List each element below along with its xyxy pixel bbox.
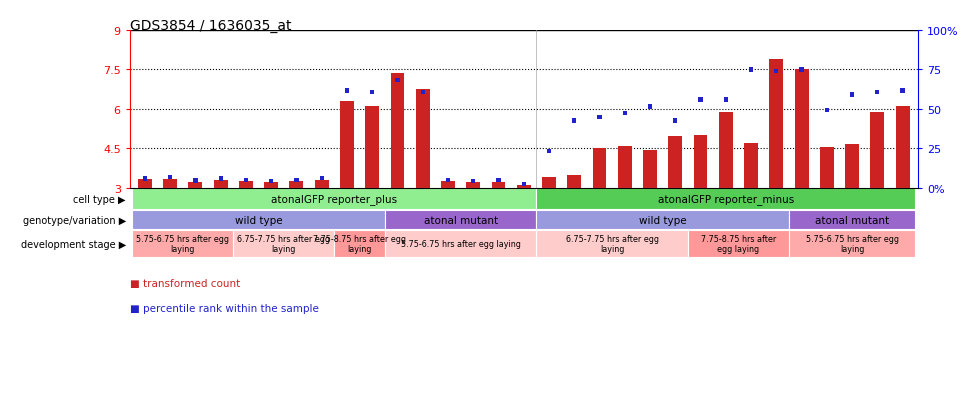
Bar — [699, 98, 702, 103]
Bar — [334, 231, 384, 258]
Bar — [289, 182, 304, 188]
Bar — [239, 182, 253, 188]
Bar — [536, 231, 688, 258]
Bar — [567, 175, 581, 188]
Bar — [775, 69, 778, 74]
Bar — [688, 231, 789, 258]
Bar — [213, 180, 228, 188]
Bar — [536, 189, 915, 210]
Text: 7.75-8.75 hrs after egg
laying: 7.75-8.75 hrs after egg laying — [313, 235, 407, 254]
Bar — [770, 60, 783, 188]
Bar — [269, 180, 273, 184]
Text: wild type: wild type — [639, 215, 686, 225]
Bar — [133, 211, 384, 230]
Bar — [491, 183, 505, 188]
Bar — [138, 180, 152, 188]
Bar — [168, 176, 172, 180]
Bar — [789, 231, 915, 258]
Bar — [471, 180, 476, 184]
Bar — [618, 146, 631, 188]
Text: cell type ▶: cell type ▶ — [73, 194, 126, 204]
Bar — [466, 183, 480, 188]
Text: genotype/variation ▶: genotype/variation ▶ — [22, 215, 126, 225]
Bar — [648, 105, 653, 109]
Text: atonal mutant: atonal mutant — [424, 215, 498, 225]
Text: wild type: wild type — [234, 215, 283, 225]
Bar — [694, 136, 707, 188]
Text: 5.75-6.75 hrs after egg
laying: 5.75-6.75 hrs after egg laying — [805, 235, 899, 254]
Bar — [517, 186, 530, 188]
Bar — [143, 177, 147, 181]
Bar — [234, 231, 334, 258]
Bar — [724, 98, 727, 103]
Bar — [294, 178, 299, 183]
Bar — [825, 109, 829, 113]
Text: 5.75-6.75 hrs after egg laying: 5.75-6.75 hrs after egg laying — [401, 240, 521, 249]
Text: atonal mutant: atonal mutant — [815, 215, 889, 225]
Bar — [643, 150, 657, 188]
Text: 7.75-8.75 hrs after
egg laying: 7.75-8.75 hrs after egg laying — [701, 235, 776, 254]
Bar — [264, 183, 278, 188]
Text: 6.75-7.75 hrs after egg
laying: 6.75-7.75 hrs after egg laying — [566, 235, 658, 254]
Bar — [441, 182, 455, 188]
Bar — [365, 107, 380, 188]
Bar — [623, 112, 627, 116]
Text: atonalGFP reporter_plus: atonalGFP reporter_plus — [271, 194, 398, 205]
Bar — [421, 90, 425, 95]
Bar — [315, 180, 329, 188]
Bar — [446, 178, 450, 183]
Bar — [320, 176, 324, 180]
Bar — [188, 183, 203, 188]
Text: development stage ▶: development stage ▶ — [20, 239, 126, 249]
Bar — [536, 211, 789, 230]
Bar — [133, 189, 536, 210]
Bar — [522, 182, 526, 187]
Text: GDS3854 / 1636035_at: GDS3854 / 1636035_at — [130, 19, 291, 33]
Bar — [789, 211, 915, 230]
Bar — [871, 112, 884, 188]
Bar — [163, 179, 177, 188]
Bar — [875, 90, 879, 95]
Bar — [193, 179, 198, 183]
Bar — [744, 144, 758, 188]
Bar — [845, 145, 859, 188]
Bar — [345, 89, 349, 93]
Text: ■ percentile rank within the sample: ■ percentile rank within the sample — [130, 304, 319, 313]
Bar — [668, 137, 682, 188]
Bar — [547, 150, 552, 154]
Bar — [390, 74, 405, 188]
Bar — [572, 119, 577, 123]
Bar — [244, 178, 248, 183]
Bar — [598, 115, 602, 120]
Bar — [800, 68, 803, 73]
Text: atonalGFP reporter_minus: atonalGFP reporter_minus — [657, 194, 794, 205]
Bar — [749, 68, 753, 73]
Text: 6.75-7.75 hrs after egg
laying: 6.75-7.75 hrs after egg laying — [237, 235, 331, 254]
Bar — [395, 78, 400, 83]
Bar — [496, 178, 501, 183]
Bar — [218, 177, 223, 181]
Bar — [542, 178, 556, 188]
Bar — [340, 102, 354, 188]
Bar — [850, 93, 854, 97]
Bar — [719, 112, 732, 188]
Bar — [673, 119, 678, 123]
Text: ■ transformed count: ■ transformed count — [130, 279, 240, 289]
Bar — [384, 231, 536, 258]
Bar — [896, 107, 909, 188]
Bar — [416, 90, 430, 188]
Bar — [133, 231, 234, 258]
Bar — [795, 70, 808, 188]
Bar — [900, 89, 904, 93]
Bar — [370, 90, 375, 95]
Bar — [593, 149, 606, 188]
Bar — [820, 148, 834, 188]
Text: 5.75-6.75 hrs after egg
laying: 5.75-6.75 hrs after egg laying — [136, 235, 230, 254]
Bar — [384, 211, 536, 230]
